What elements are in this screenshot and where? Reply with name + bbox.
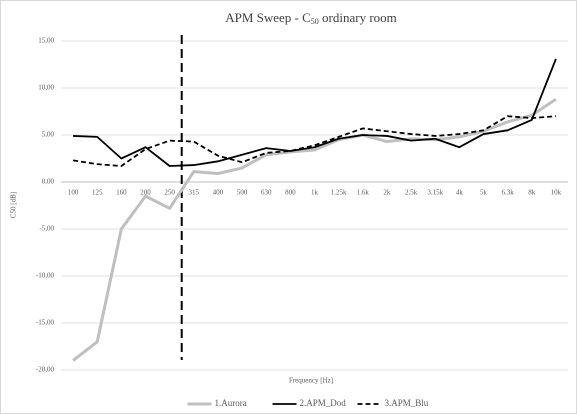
x-tick-label: 1.6k xyxy=(357,189,370,197)
series-line xyxy=(72,115,556,167)
y-tick-label: -5,00 xyxy=(39,225,54,233)
legend-label: 3.APM_Blu xyxy=(385,398,429,408)
series-line xyxy=(72,98,557,362)
x-tick-label: 4k xyxy=(456,189,464,197)
x-tick-label: 315 xyxy=(189,189,200,197)
x-tick-label: 8k xyxy=(528,189,536,197)
y-tick-label: -15,00 xyxy=(36,319,55,327)
x-tick-label: 10k xyxy=(551,189,562,197)
x-tick-label: 2k xyxy=(383,189,391,197)
y-tick-label: 5,00 xyxy=(42,131,55,139)
x-tick-label: 5k xyxy=(480,189,488,197)
y-tick-label: 15,00 xyxy=(38,37,54,45)
x-tick-label: 6.3k xyxy=(502,189,515,197)
legend-label: 2.APM_Dod xyxy=(300,398,347,408)
y-tick-label: 10,00 xyxy=(38,84,54,92)
y-axis-label: C50 [dB] xyxy=(10,192,18,218)
x-tick-label: 400 xyxy=(213,189,224,197)
x-tick-label: 500 xyxy=(237,189,248,197)
x-tick-label: 200 xyxy=(140,189,151,197)
legend-label: 1.Aurora xyxy=(215,398,247,408)
title-subscript: 50 xyxy=(311,17,319,26)
title-main: APM Sweep - C xyxy=(225,10,311,25)
x-tick-label: 1k xyxy=(311,189,319,197)
series-line xyxy=(73,58,557,167)
x-tick-label: 630 xyxy=(261,189,272,197)
y-tick-label: 0,00 xyxy=(42,178,55,186)
x-tick-label: 2.5k xyxy=(405,189,418,197)
chart-title: APM Sweep - C50 ordinary room xyxy=(225,10,397,26)
x-axis-label: Frequency [Hz] xyxy=(289,377,333,385)
x-tick-label: 800 xyxy=(285,189,296,197)
x-tick-label: 1.25k xyxy=(331,189,347,197)
title-rest: ordinary room xyxy=(319,10,397,25)
x-tick-label: 100 xyxy=(68,189,79,197)
y-tick-label: -10,00 xyxy=(36,272,55,280)
y-tick-label: -20,00 xyxy=(36,366,55,374)
x-tick-label: 125 xyxy=(92,189,103,197)
x-tick-label: 250 xyxy=(164,189,175,197)
x-tick-label: 160 xyxy=(116,189,127,197)
x-tick-label: 3.15k xyxy=(427,189,443,197)
